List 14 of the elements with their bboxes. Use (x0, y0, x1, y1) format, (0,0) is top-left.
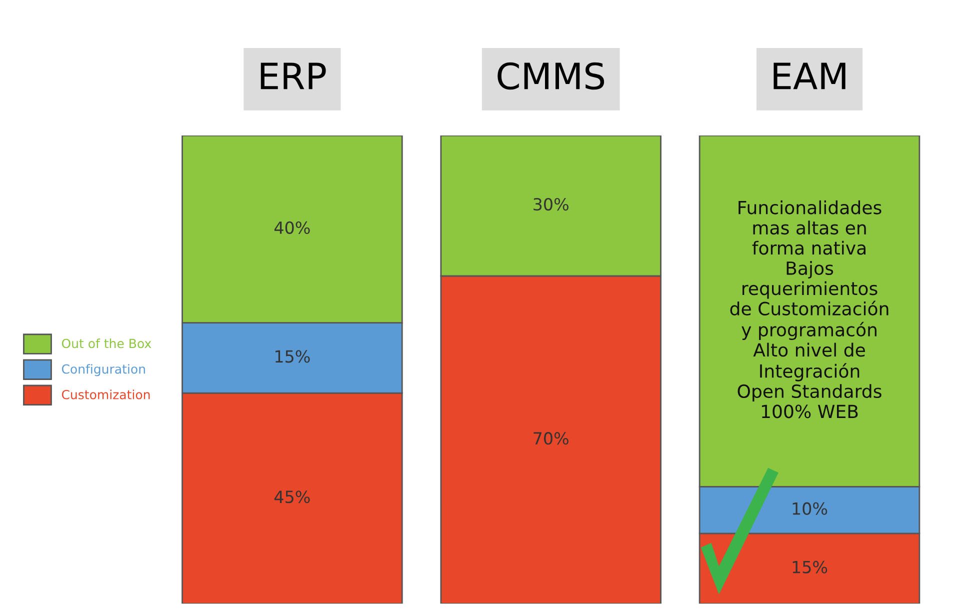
text: Funcionalidades mas altas en forma nativa Bajos requerimientos de Customización y programacón Alto nivel de Integración Open Standards 100% WEB (730, 200, 888, 418)
data-label: 10% (792, 502, 828, 515)
legend-label: Configuration (62, 364, 145, 376)
x-tick-label: EAM (774, 62, 846, 90)
data-label: 30% (534, 198, 568, 211)
x-tick-label: CMMS (498, 62, 604, 90)
data-label: 15% (792, 560, 828, 574)
legend-label: Customization (62, 390, 150, 400)
data-label: 45% (274, 490, 310, 504)
data-label: 40% (274, 221, 310, 234)
x-tick-label: ERP (260, 62, 326, 90)
data-label: 70% (534, 432, 568, 445)
data-label: 15% (276, 350, 310, 363)
legend-label: Out of the Box (62, 338, 152, 348)
